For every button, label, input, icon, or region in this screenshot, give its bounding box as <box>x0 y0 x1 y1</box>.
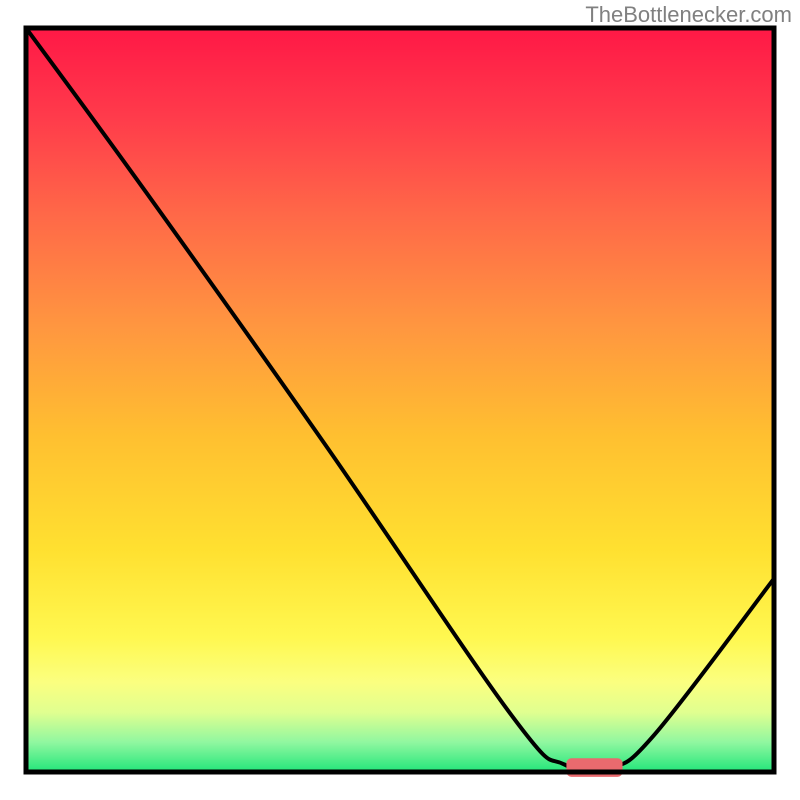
chart-container: TheBottlenecker.com <box>0 0 800 800</box>
bottleneck-chart <box>0 0 800 800</box>
watermark-text: TheBottlenecker.com <box>585 2 792 28</box>
gradient-background <box>26 28 774 772</box>
